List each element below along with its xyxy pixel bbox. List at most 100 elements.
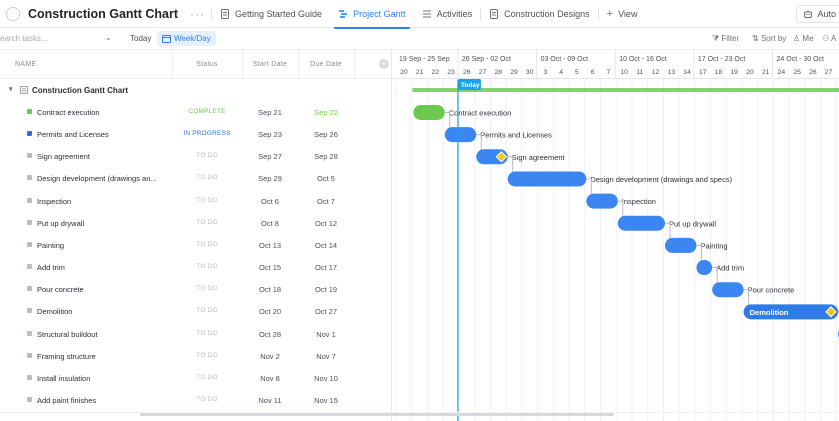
column-header-name[interactable]: NAME (15, 61, 37, 68)
table-row[interactable]: Sign agreement TO DO Sep 27 Sep 28 (0, 145, 391, 167)
table-row[interactable]: Structural buildout TO DO Oct 28 Nov 1 (0, 323, 391, 345)
task-name[interactable]: Demolition (37, 307, 73, 317)
task-name[interactable]: Install insulation (37, 373, 91, 383)
status-dot-icon[interactable] (27, 175, 32, 181)
due-date: Sep 22 (314, 108, 338, 117)
table-row[interactable]: Add paint finishes TO DO Nov 11 Nov 15 (0, 389, 391, 411)
filter-button[interactable]: ⧩ Filter (712, 34, 739, 44)
collapse-caret-icon[interactable]: ▾ (9, 86, 13, 93)
status-dot-icon[interactable] (27, 374, 32, 380)
tab-label: Construction Designs (504, 8, 590, 19)
today-button[interactable]: Today (130, 34, 152, 43)
assignee-button[interactable]: ⚇ A (822, 34, 836, 43)
task-name[interactable]: Pour concrete (37, 285, 84, 295)
status-dot-icon[interactable] (27, 286, 32, 292)
day-label: 26 (463, 69, 471, 76)
sort-button[interactable]: ⇅ Sort by (752, 34, 786, 43)
task-name[interactable]: Permits and Licenses (37, 130, 109, 140)
table-row[interactable]: Pour concrete TO DO Oct 18 Oct 19 (0, 278, 391, 300)
due-date: Nov 1 (316, 329, 336, 339)
status-dot-icon[interactable] (27, 131, 32, 137)
me-filter-button[interactable]: ♙ Me (793, 34, 814, 43)
column-header-start[interactable]: Start Date (252, 61, 288, 68)
automate-button[interactable]: Auto (796, 5, 839, 23)
status-badge: TO DO (196, 307, 218, 315)
tab-construction-designs[interactable]: Construction Designs (481, 0, 598, 28)
divider (211, 7, 212, 20)
task-bar[interactable] (444, 127, 477, 143)
page-title: Construction Gantt Chart (28, 6, 178, 21)
day-label: 21 (416, 69, 424, 76)
status-badge: COMPLETE (188, 108, 226, 115)
table-row[interactable]: Install insulation TO DO Nov 8 Nov 10 (0, 367, 391, 389)
task-name[interactable]: Painting (37, 240, 65, 250)
chevron-down-icon[interactable]: ⌄ (105, 33, 112, 42)
status-badge: TO DO (196, 351, 218, 359)
list-icon (422, 10, 431, 17)
day-label: 22 (432, 69, 440, 76)
status-dot-icon[interactable] (27, 109, 32, 114)
task-name[interactable]: Add paint finishes (37, 395, 97, 405)
table-row[interactable]: Put up drywall TO DO Oct 8 Oct 12 (0, 212, 391, 234)
task-bar[interactable] (696, 260, 713, 276)
milestone-diamond-icon[interactable] (825, 306, 837, 318)
task-name[interactable]: Framing structure (37, 351, 96, 361)
table-row[interactable]: Painting TO DO Oct 13 Oct 14 (0, 234, 391, 256)
status-dot-icon[interactable] (27, 219, 32, 225)
task-name[interactable]: Contract execution (37, 108, 100, 117)
scale-selector[interactable]: Week/Day (157, 31, 216, 46)
status-dot-icon[interactable] (27, 241, 32, 247)
table-row[interactable]: Permits and Licenses IN PROGRESS Sep 23 Sep… (0, 123, 391, 145)
tab-activities[interactable]: Activities (414, 0, 481, 28)
add-view-button[interactable]: + View (599, 0, 646, 28)
due-date: Oct 7 (317, 196, 335, 206)
task-bar[interactable] (507, 171, 587, 187)
task-name[interactable]: Sign agreement (37, 152, 90, 162)
start-date: Oct 13 (258, 240, 282, 250)
task-name[interactable]: Add trim (37, 263, 65, 273)
space-icon[interactable] (6, 6, 20, 21)
status-dot-icon[interactable] (27, 330, 32, 336)
search-input[interactable]: earch tasks... (0, 34, 48, 43)
more-options-icon[interactable]: ··· (190, 6, 205, 21)
task-bar[interactable] (413, 105, 445, 120)
week-label: 10 Oct - 16 Oct (619, 56, 667, 63)
task-bar[interactable] (712, 282, 744, 298)
task-name[interactable]: Design development (drawings an... (37, 174, 157, 184)
tab-project-gantt[interactable]: Project Gantt (330, 0, 414, 29)
task-bar[interactable] (743, 304, 839, 320)
table-row[interactable]: Framing structure TO DO Nov 2 Nov 7 (0, 345, 391, 367)
start-date: Sep 29 (258, 174, 282, 184)
table-row[interactable]: Design development (drawings an... TO DO S… (0, 167, 391, 189)
table-row[interactable]: Add trim TO DO Oct 15 Oct 17 (0, 256, 391, 278)
group-row[interactable]: ▾ Construction Gantt Chart (0, 79, 391, 101)
task-name[interactable]: Put up drywall (37, 218, 85, 228)
me-label: Me (802, 34, 814, 43)
table-row[interactable]: Contract execution COMPLETE Sep 21 Sep 22 (0, 101, 391, 123)
task-name[interactable]: Inspection (37, 196, 72, 206)
add-column-button[interactable]: + (379, 59, 389, 69)
filter-icon: ⧩ (712, 34, 720, 43)
task-bar[interactable] (586, 193, 618, 209)
gantt-icon (339, 9, 348, 18)
column-header-status[interactable]: Status (196, 61, 218, 68)
table-row[interactable]: Inspection TO DO Oct 6 Oct 7 (0, 190, 391, 212)
status-dot-icon[interactable] (27, 197, 32, 203)
status-dot-icon[interactable] (27, 308, 32, 314)
task-bar[interactable] (664, 237, 697, 253)
horizontal-scrollbar[interactable] (140, 413, 614, 416)
week-label: 03 Oct - 09 Oct (541, 56, 589, 63)
tab-getting-started[interactable]: Getting Started Guide (212, 0, 330, 28)
scale-label: Week/Day (174, 34, 211, 43)
column-header-due[interactable]: Due Date (310, 61, 342, 68)
day-label: 17 (699, 69, 707, 76)
status-dot-icon[interactable] (27, 396, 32, 402)
task-bar[interactable] (617, 215, 665, 231)
status-dot-icon[interactable] (27, 352, 32, 358)
status-dot-icon[interactable] (27, 264, 32, 270)
table-row[interactable]: Demolition TO DO Oct 20 Oct 27 (0, 300, 391, 322)
milestone-diamond-icon[interactable] (495, 151, 508, 163)
status-dot-icon[interactable] (27, 153, 32, 159)
due-date: Nov 7 (316, 351, 336, 361)
task-name[interactable]: Structural buildout (37, 329, 98, 339)
